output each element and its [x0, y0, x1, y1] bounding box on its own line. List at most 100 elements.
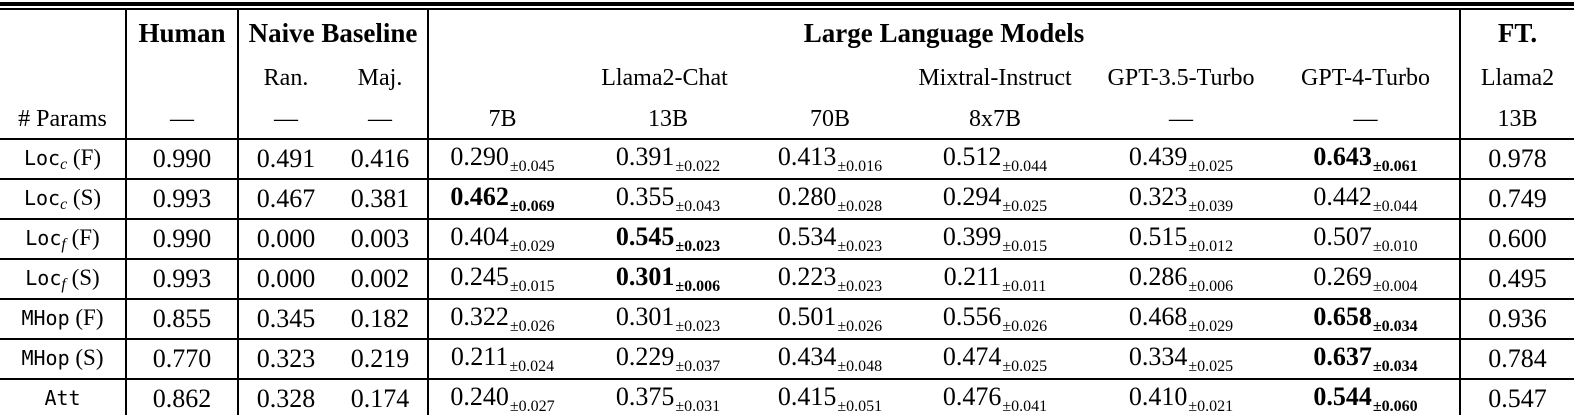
std-subscript: ±0.044 [1372, 198, 1418, 215]
gpt35-score: 0.334±0.025 [1090, 338, 1272, 379]
col-header-llama2-chat: Llama2-Chat [601, 65, 728, 91]
std-subscript: ±0.027 [509, 398, 555, 415]
llama2-7b-score: 0.211±0.024 [428, 338, 576, 379]
random-score: 0.491 [238, 138, 333, 179]
params-ft: 13B [1497, 105, 1538, 132]
table-row: Locf (F) 0.990 0.000 0.003 0.404±0.029 0… [0, 218, 1574, 259]
col-group-naive-baseline: Naive Baseline [238, 9, 429, 57]
col-header-majority: Maj. [333, 57, 429, 100]
human-score: 0.993 [126, 258, 239, 299]
row-label: Locf (S) [0, 258, 127, 299]
results-table: Human Naive Baseline Large Language Mode… [0, 8, 1574, 415]
std-subscript: ±0.045 [509, 158, 555, 175]
std-subscript: ±0.025 [1188, 358, 1234, 375]
mixtral-score: 0.474±0.025 [900, 338, 1090, 379]
ft-llama2-score: 0.749 [1460, 178, 1574, 219]
llama2-70b-score: 0.534±0.023 [760, 218, 900, 259]
random-score: 0.323 [238, 338, 333, 379]
task-suffix: (S) [69, 344, 104, 370]
ft-llama2-score: 0.784 [1460, 338, 1574, 379]
mixtral-score: 0.294±0.025 [900, 178, 1090, 219]
random-score: 0.467 [238, 178, 333, 219]
human-score: 0.990 [126, 138, 239, 179]
row-label: MHop (F) [0, 298, 127, 339]
std-subscript: ±0.025 [1188, 158, 1234, 175]
header-group-row: Human Naive Baseline Large Language Mode… [0, 9, 1574, 57]
row-label: MHop (S) [0, 338, 127, 379]
std-subscript: ±0.015 [1002, 238, 1048, 255]
task-name: MHop [21, 305, 70, 330]
std-subscript: ±0.026 [509, 318, 555, 335]
task-name: MHop [21, 345, 70, 370]
llama2-7b-score: 0.322±0.026 [428, 298, 576, 339]
std-subscript: ±0.025 [1002, 358, 1048, 375]
llama2-70b-score: 0.280±0.028 [760, 178, 900, 219]
std-subscript: ±0.025 [1002, 198, 1048, 215]
mixtral-score: 0.476±0.041 [900, 378, 1090, 415]
gpt35-score: 0.410±0.021 [1090, 378, 1272, 415]
task-suffix: (S) [65, 264, 100, 290]
std-subscript: ±0.015 [509, 278, 555, 295]
ft-llama2-score: 0.495 [1460, 258, 1574, 299]
task-name: Loc [23, 145, 61, 170]
task-subscript: f [61, 235, 66, 253]
llama2-13b-score: 0.301±0.006 [576, 258, 760, 299]
col-group-llm: Large Language Models [428, 9, 1462, 57]
empty-cell [0, 57, 127, 100]
std-subscript: ±0.043 [675, 198, 721, 215]
task-name: Loc [25, 265, 62, 290]
human-score: 0.990 [126, 218, 239, 259]
majority-score: 0.219 [333, 338, 429, 379]
std-subscript: ±0.029 [1188, 318, 1234, 335]
ft-llama2-score: 0.547 [1460, 378, 1574, 415]
llama2-13b-score: 0.355±0.043 [576, 178, 760, 219]
gpt4-score: 0.507±0.010 [1272, 218, 1462, 259]
std-subscript: ±0.051 [837, 398, 883, 415]
gpt35-score: 0.286±0.006 [1090, 258, 1272, 299]
task-subscript: f [61, 275, 66, 293]
mixtral-score: 0.211±0.011 [900, 258, 1090, 299]
llama2-13b-score: 0.375±0.031 [576, 378, 760, 415]
params-majority: — [333, 100, 429, 139]
col-group-ft: FT. [1497, 18, 1538, 48]
gpt4-score: 0.544±0.060 [1272, 378, 1462, 415]
std-subscript: ±0.023 [837, 278, 883, 295]
majority-score: 0.416 [333, 138, 429, 179]
gpt4-score: 0.658±0.034 [1272, 298, 1462, 339]
llama2-70b-score: 0.434±0.048 [760, 338, 900, 379]
header-params-row: # Params — — — 7B 13B 70B 8x7B — — 13B [0, 100, 1574, 139]
params-7b: 7B [488, 105, 517, 132]
row-label: Locc (S) [0, 178, 127, 219]
llama2-13b-score: 0.229±0.037 [576, 338, 760, 379]
majority-score: 0.174 [333, 378, 429, 415]
majority-score: 0.182 [333, 298, 429, 339]
task-suffix: (F) [65, 224, 100, 250]
gpt4-score: 0.442±0.044 [1272, 178, 1462, 219]
std-subscript: ±0.023 [837, 238, 883, 255]
random-score: 0.000 [238, 218, 333, 259]
std-subscript: ±0.004 [1372, 278, 1418, 295]
ft-llama2-score: 0.600 [1460, 218, 1574, 259]
std-subscript: ±0.060 [1372, 398, 1418, 415]
params-13b: 13B [647, 105, 688, 132]
human-score: 0.993 [126, 178, 239, 219]
random-score: 0.328 [238, 378, 333, 415]
table-row: Locc (F) 0.990 0.491 0.416 0.290±0.045 0… [0, 138, 1574, 179]
random-score: 0.000 [238, 258, 333, 299]
std-subscript: ±0.022 [675, 158, 721, 175]
llama2-7b-score: 0.290±0.045 [428, 138, 576, 179]
task-subscript: c [60, 155, 68, 173]
human-score: 0.855 [126, 298, 239, 339]
params-gpt35: — [1169, 105, 1193, 132]
std-subscript: ±0.021 [1188, 398, 1234, 415]
empty-cell [126, 57, 239, 100]
mixtral-score: 0.399±0.015 [900, 218, 1090, 259]
llama2-70b-score: 0.501±0.026 [760, 298, 900, 339]
std-subscript: ±0.029 [509, 238, 555, 255]
corner-cell [0, 9, 127, 57]
std-subscript: ±0.026 [1002, 318, 1048, 335]
task-name: Loc [25, 225, 62, 250]
mixtral-score: 0.556±0.026 [900, 298, 1090, 339]
params-row-label: # Params [0, 100, 127, 139]
